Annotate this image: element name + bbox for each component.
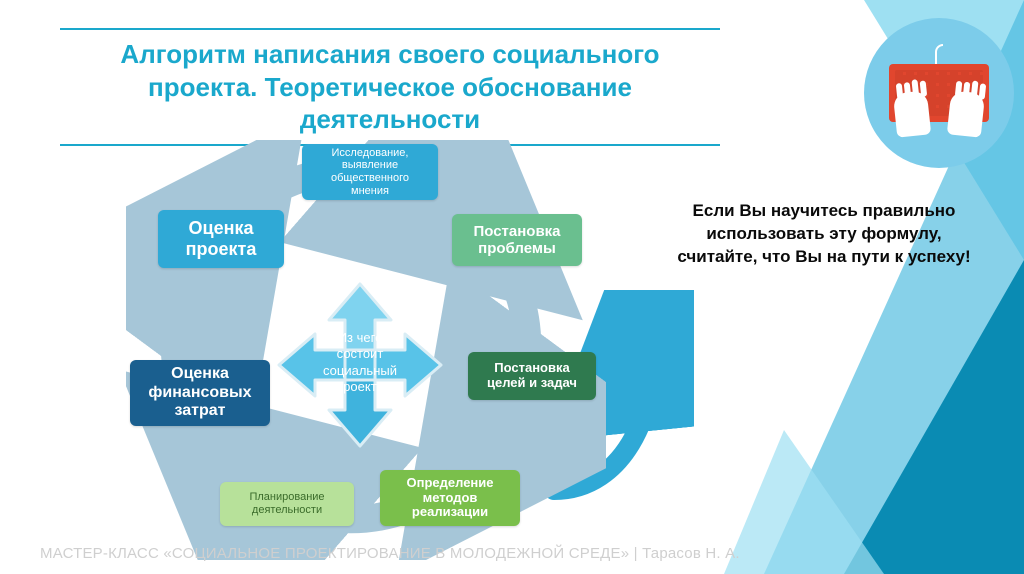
cycle-diagram: Из чегосостоитсоциальныйпроект? Исследов… bbox=[80, 150, 640, 560]
node-methods: Определение методов реализации bbox=[380, 470, 520, 526]
keyboard-badge bbox=[864, 18, 1014, 168]
page-title: Алгоритм написания своего социального пр… bbox=[60, 30, 720, 144]
center-cross-arrow: Из чегосостоитсоциальныйпроект? bbox=[275, 280, 445, 450]
node-goals: Постановка целей и задач bbox=[468, 352, 596, 400]
node-finance: Оценка финансовых затрат bbox=[130, 360, 270, 426]
center-label: Из чегосостоитсоциальныйпроект? bbox=[275, 330, 445, 395]
hand-right-icon bbox=[947, 90, 985, 137]
node-problem: Постановка проблемы bbox=[452, 214, 582, 266]
node-research: Исследование, выявление общественного мн… bbox=[302, 144, 438, 200]
node-evaluation: Оценка проекта bbox=[158, 210, 284, 268]
side-text: Если Вы научитесь правильно использовать… bbox=[674, 200, 974, 269]
footer-credit: МАСТЕР-КЛАСС «СОЦИАЛЬНОЕ ПРОЕКТИРОВАНИЕ … bbox=[40, 545, 740, 562]
slide: Алгоритм написания своего социального пр… bbox=[0, 0, 1024, 574]
keyboard-icon bbox=[889, 64, 989, 122]
node-planning: Планирование деятельности bbox=[220, 482, 354, 526]
title-block: Алгоритм написания своего социального пр… bbox=[60, 28, 720, 146]
hand-left-icon bbox=[893, 90, 931, 137]
